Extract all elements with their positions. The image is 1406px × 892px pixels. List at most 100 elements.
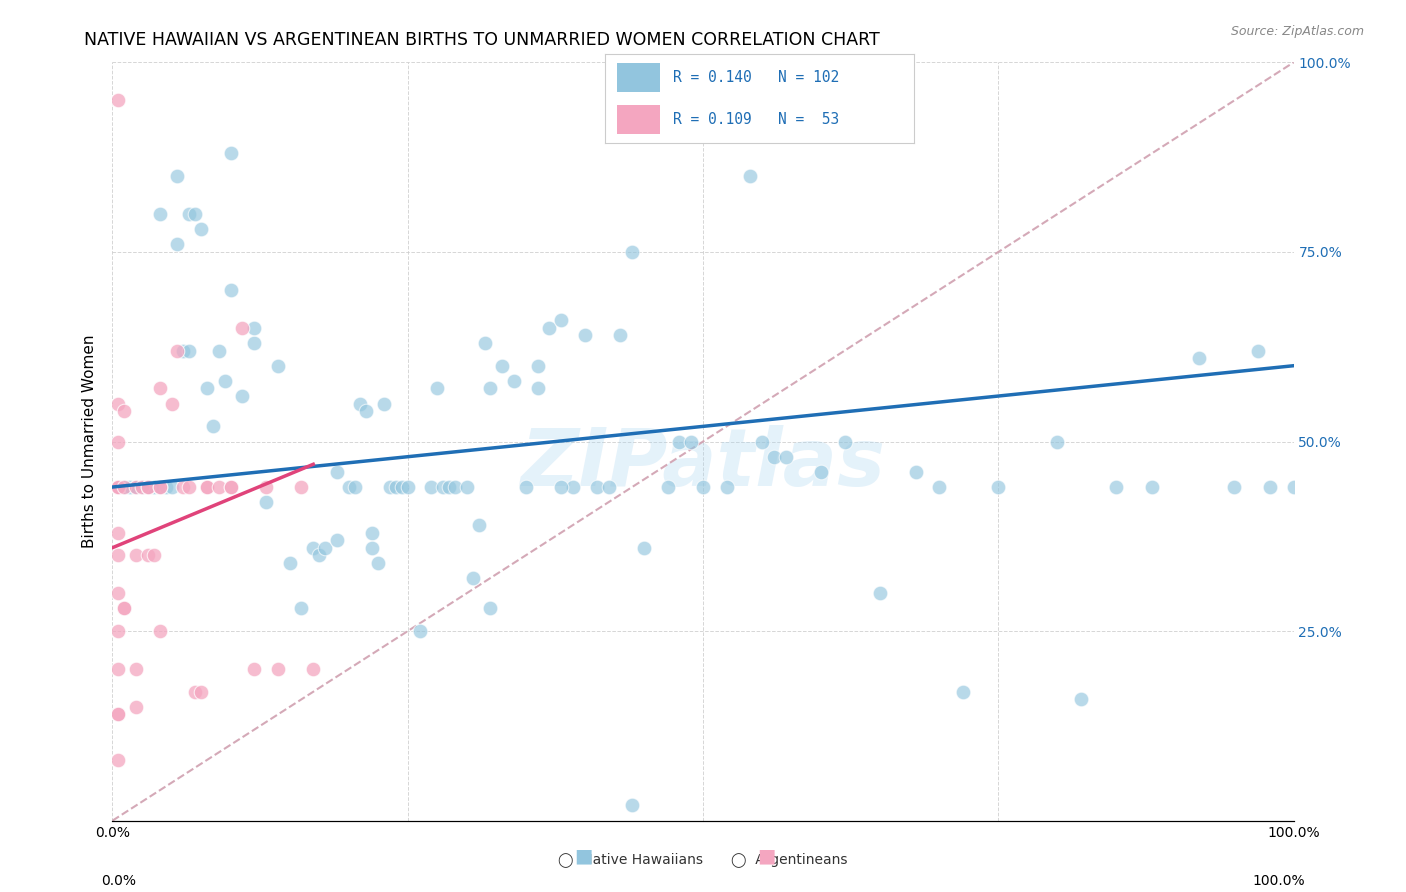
Point [160,480,183,494]
Point [762,450,785,464]
Point [385,480,408,494]
Point [125,548,148,563]
Point [751,434,773,449]
Point [112,480,135,494]
Text: ◯  Argentineans: ◯ Argentineans [731,852,848,867]
Point [503,374,526,388]
Point [131,480,153,494]
Point [987,480,1010,494]
Point [219,283,242,297]
Point [107,434,129,449]
Point [356,404,378,418]
Point [112,404,135,418]
Point [172,343,194,358]
Point [190,685,212,699]
Point [107,525,129,540]
Point [172,480,194,494]
Point [834,434,856,449]
Point [149,382,172,396]
Point [254,480,277,494]
Point [1258,480,1281,494]
Point [1105,480,1128,494]
Point [444,480,467,494]
Text: 100.0%: 100.0% [1253,874,1305,888]
Point [195,480,218,494]
Point [420,480,443,494]
Point [208,343,231,358]
Point [633,541,655,555]
Point [314,541,336,555]
Point [107,548,129,563]
Point [361,541,384,555]
Point [526,382,548,396]
Point [367,556,389,570]
Point [107,753,129,767]
Point [107,480,129,494]
Point [125,662,148,676]
Point [1247,343,1270,358]
Point [107,707,129,722]
Point [1070,692,1092,706]
Point [361,525,384,540]
Point [302,541,325,555]
Point [515,480,537,494]
Point [179,343,201,358]
Point [349,396,371,410]
Point [290,480,312,494]
Point [668,434,690,449]
Point [621,244,644,259]
Point [149,207,172,221]
Point [740,169,762,184]
Point [149,480,172,494]
Point [550,480,572,494]
Point [160,396,183,410]
Point [479,601,502,615]
Point [125,480,148,494]
Point [231,389,253,403]
Point [396,480,419,494]
Point [302,662,325,676]
Bar [617,105,661,134]
Point [125,480,148,494]
Point [107,662,129,676]
Text: Source: ZipAtlas.com: Source: ZipAtlas.com [1230,25,1364,38]
Point [231,320,253,334]
Point [112,601,135,615]
Point [112,480,135,494]
Point [609,328,631,343]
Point [112,601,135,615]
Point [526,359,548,373]
Point [904,465,927,479]
Point [467,517,489,532]
Point [107,480,129,494]
Point [107,707,129,722]
Point [491,359,513,373]
Point [107,480,129,494]
Point [373,396,395,410]
Text: ■: ■ [574,847,593,865]
Point [155,480,177,494]
Point [681,434,703,449]
Point [107,624,129,639]
Point [142,548,165,563]
Point [120,480,142,494]
Text: R = 0.140   N = 102: R = 0.140 N = 102 [672,70,839,85]
Point [190,222,212,236]
Text: R = 0.109   N =  53: R = 0.109 N = 53 [672,112,839,127]
Point [254,495,277,509]
Point [585,480,607,494]
Point [195,382,218,396]
Point [149,480,172,494]
Point [378,480,401,494]
Point [343,480,366,494]
Point [125,699,148,714]
Point [214,374,236,388]
Point [179,480,201,494]
Point [267,662,290,676]
Point [408,624,430,639]
Text: ◯  Native Hawaiians: ◯ Native Hawaiians [558,852,703,867]
Point [869,586,891,600]
Point [107,586,129,600]
Text: ■: ■ [756,847,776,865]
Point [243,662,266,676]
